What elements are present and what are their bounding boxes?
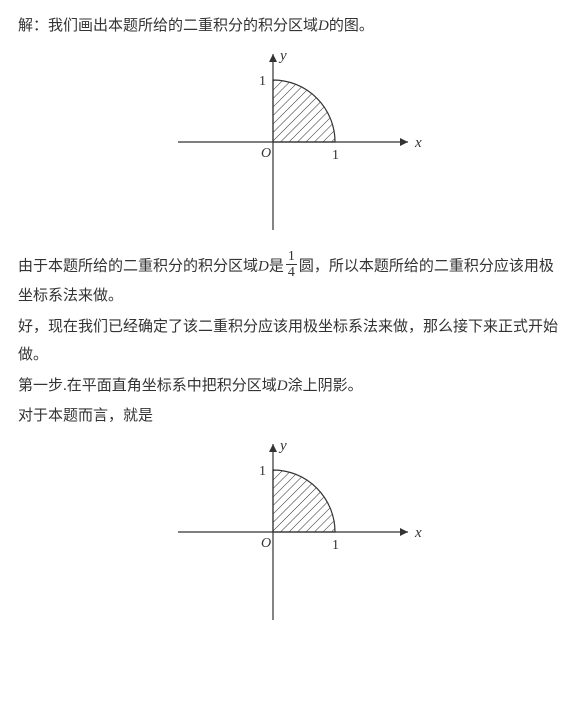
y-axis-label: y bbox=[278, 438, 287, 454]
quarter-circle-diagram: x y O 1 1 bbox=[163, 437, 423, 627]
fraction-one-quarter: 14 bbox=[286, 249, 297, 281]
p4-text-b: 涂上阴影。 bbox=[288, 378, 363, 394]
quarter-circle-diagram: x y O 1 1 bbox=[163, 47, 423, 237]
x-axis-label: x bbox=[414, 135, 422, 151]
paragraph-3: 好，现在我们已经确定了该二重积分应该用极坐标系法来做，那么接下来正式开始做。 bbox=[18, 313, 568, 370]
p4-text-a: 第一步.在平面直角坐标系中把积分区域 bbox=[18, 378, 277, 394]
p1-text-a: 解：我们画出本题所给的二重积分的积分区域 bbox=[18, 18, 318, 34]
x-tick-1-label: 1 bbox=[332, 148, 339, 163]
paragraph-5: 对于本题而言，就是 bbox=[18, 402, 568, 431]
region-symbol: D bbox=[258, 258, 269, 274]
region-symbol: D bbox=[318, 18, 329, 34]
y-tick-1-label: 1 bbox=[259, 464, 266, 479]
region-symbol: D bbox=[277, 378, 288, 394]
paragraph-2: 由于本题所给的二重积分的积分区域D是14圆，所以本题所给的二重积分应该用极坐标系… bbox=[18, 251, 568, 311]
p2-text-a: 由于本题所给的二重积分的积分区域 bbox=[18, 258, 258, 274]
fraction-numerator: 1 bbox=[286, 249, 297, 265]
x-axis-label: x bbox=[414, 525, 422, 541]
origin-label: O bbox=[261, 536, 271, 551]
figure-2: x y O 1 1 bbox=[18, 437, 568, 627]
paragraph-4: 第一步.在平面直角坐标系中把积分区域D涂上阴影。 bbox=[18, 372, 568, 401]
figure-1: x y O 1 1 bbox=[18, 47, 568, 237]
x-tick-1-label: 1 bbox=[332, 538, 339, 553]
y-axis-label: y bbox=[278, 48, 287, 64]
p2-text-b: 是 bbox=[269, 258, 284, 274]
p1-text-b: 的图。 bbox=[329, 18, 374, 34]
fraction-denominator: 4 bbox=[286, 265, 297, 280]
origin-label: O bbox=[261, 146, 271, 161]
y-tick-1-label: 1 bbox=[259, 74, 266, 89]
paragraph-1: 解：我们画出本题所给的二重积分的积分区域D的图。 bbox=[18, 12, 568, 41]
